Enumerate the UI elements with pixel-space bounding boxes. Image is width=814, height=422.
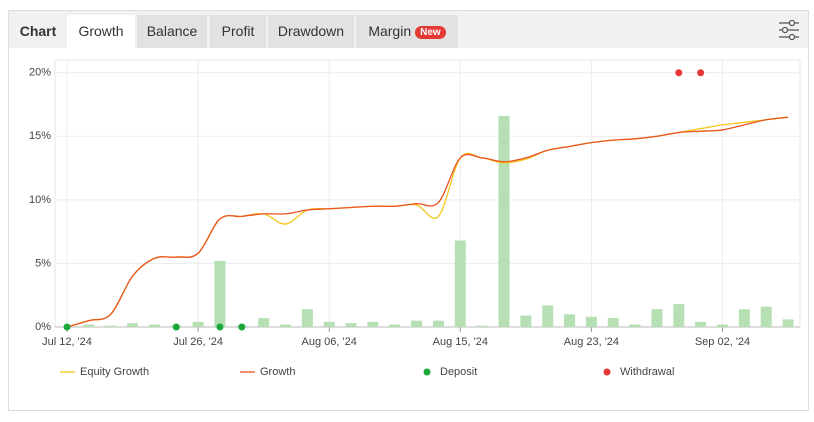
x-tick-label: Aug 15, '24: [433, 336, 488, 348]
tab[interactable]: Balance: [137, 15, 207, 48]
bar: [301, 309, 313, 327]
point: [238, 323, 246, 331]
x-tick-label: Aug 06, '24: [302, 336, 357, 348]
bar: [127, 323, 139, 327]
x-tick-label: Jul 12, '24: [42, 336, 92, 348]
bar: [345, 323, 357, 327]
bar: [782, 319, 794, 327]
bar: [738, 309, 750, 327]
x-tick-label: Sep 02, '24: [695, 336, 750, 348]
tab[interactable]: Drawdown: [268, 15, 354, 48]
bar: [432, 320, 444, 327]
y-tick-label: 5%: [35, 257, 51, 269]
widget: Chart Growth Balance Profit Drawdown Mar…: [8, 10, 809, 411]
bar: [607, 318, 619, 327]
tab[interactable]: Growth: [67, 15, 135, 48]
legend-label: Growth: [260, 366, 295, 378]
x-tick-label: Jul 26, '24: [173, 336, 223, 348]
point: [172, 323, 180, 331]
bar: [542, 305, 554, 327]
bar: [214, 260, 226, 327]
bar: [258, 318, 270, 327]
legend-swatch: [603, 368, 611, 376]
line: [66, 116, 789, 328]
point: [216, 323, 224, 331]
tab-label: Margin: [368, 23, 412, 39]
badge: New: [415, 26, 446, 39]
plot-area: [54, 59, 801, 328]
point: [675, 69, 683, 77]
bar: [411, 320, 423, 327]
settings-icon[interactable]: [777, 18, 801, 42]
tab-bar: Chart Growth Balance Profit Drawdown Mar…: [9, 11, 808, 48]
point: [63, 323, 71, 331]
bar: [105, 325, 117, 327]
bar: [280, 324, 291, 327]
y-tick-label: 20%: [29, 67, 51, 79]
bar: [651, 309, 663, 327]
bar: [585, 316, 597, 327]
bar: [673, 304, 685, 327]
legend-label: Withdrawal: [620, 366, 674, 378]
bar: [389, 324, 401, 327]
legend-label: Deposit: [440, 366, 477, 378]
bar: [629, 324, 641, 327]
bar: [83, 324, 95, 327]
bar: [454, 240, 466, 327]
bar: [564, 314, 576, 327]
point: [697, 69, 705, 77]
tab[interactable]: Margin New: [356, 15, 458, 48]
bar: [476, 325, 488, 327]
bar: [192, 321, 204, 327]
x-tick-label: Aug 23, '24: [564, 336, 619, 348]
y-tick-label: 0%: [35, 321, 51, 333]
y-tick-label: 10%: [29, 194, 51, 206]
legend-label: Equity Growth: [80, 366, 149, 378]
tab[interactable]: Profit: [210, 15, 266, 48]
bar: [148, 324, 160, 327]
bar: [717, 324, 728, 327]
line: [66, 116, 789, 328]
bar: [367, 321, 379, 327]
bar: [520, 315, 532, 327]
y-tick-label: 15%: [29, 130, 51, 142]
bar: [760, 306, 772, 327]
tab[interactable]: Chart: [19, 23, 57, 39]
bar: [695, 321, 707, 327]
bar: [323, 321, 335, 327]
legend-swatch: [423, 368, 431, 376]
bar: [498, 115, 510, 327]
